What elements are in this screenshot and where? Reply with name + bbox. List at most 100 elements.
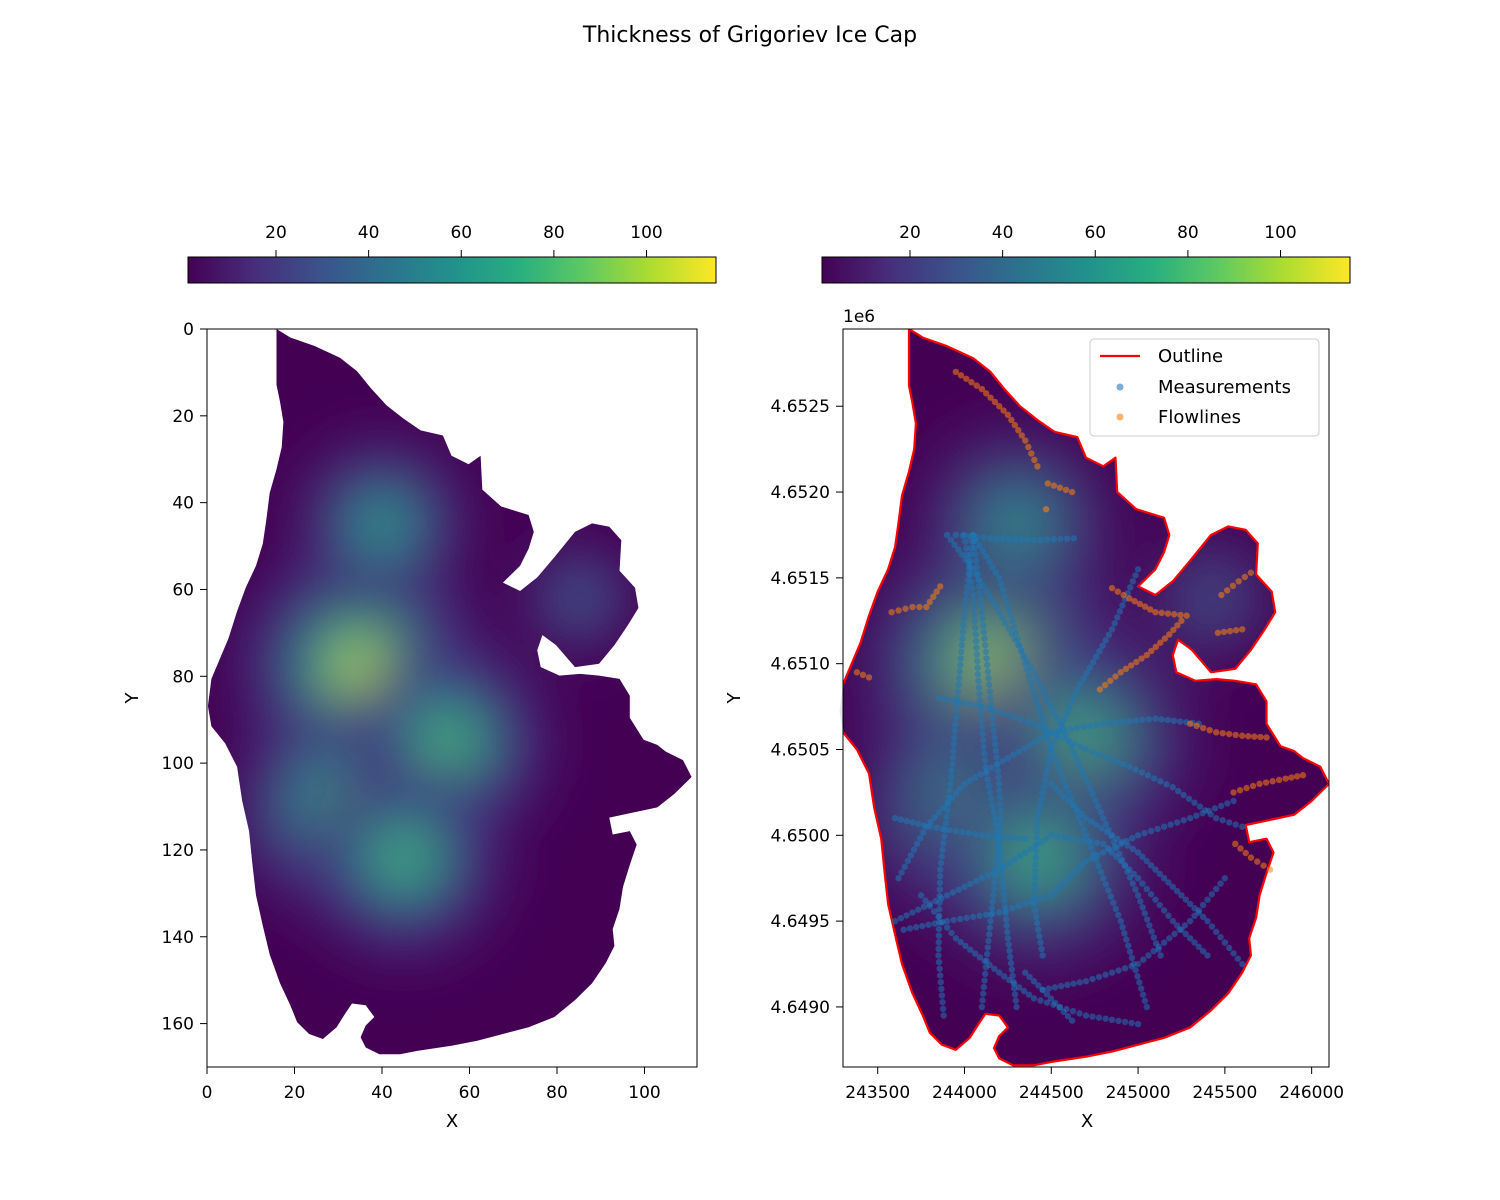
- measurement-point: [964, 583, 971, 590]
- measurement-point: [973, 563, 980, 571]
- measurement-point: [981, 750, 988, 757]
- measurement-point: [1053, 758, 1060, 765]
- measurement-point: [986, 961, 993, 969]
- measurement-point: [1077, 680, 1084, 688]
- measurement-point: [1035, 926, 1042, 933]
- measurement-point: [984, 944, 992, 951]
- measurement-point: [1011, 856, 1019, 863]
- flowline-point: [923, 603, 930, 611]
- colorbar-tick-label: 60: [450, 223, 472, 243]
- flowline-point: [1108, 584, 1116, 592]
- measurement-point: [1150, 775, 1158, 782]
- measurement-point: [1045, 758, 1052, 766]
- measurement-point: [1039, 986, 1046, 993]
- measurement-point: [961, 780, 968, 788]
- measurement-point: [969, 585, 976, 592]
- flowline-point: [1223, 587, 1231, 594]
- measurement-point: [1037, 838, 1045, 846]
- measurement-point: [1129, 880, 1136, 887]
- measurement-point: [1012, 997, 1019, 1004]
- flowline-point: [1251, 733, 1258, 740]
- measurement-point: [1147, 891, 1155, 898]
- measurement-point: [978, 723, 986, 731]
- measurement-point: [1032, 861, 1039, 868]
- measurement-point: [1089, 1013, 1096, 1020]
- flowline-point: [1299, 772, 1307, 779]
- measurement-point: [915, 906, 922, 913]
- measurement-point: [936, 886, 943, 893]
- measurement-point: [1033, 920, 1041, 927]
- measurement-point: [986, 789, 994, 796]
- measurement-point: [933, 824, 940, 831]
- right-y-tick-label: 4.6515: [771, 569, 830, 589]
- measurement-point: [971, 544, 978, 552]
- flowline-point: [1141, 603, 1149, 610]
- measurement-point: [1004, 928, 1011, 936]
- measurement-point: [952, 935, 960, 942]
- measurement-point: [1038, 945, 1045, 953]
- measurement-point: [1217, 880, 1224, 887]
- measurement-point: [1033, 834, 1040, 842]
- left-y-tick-label: 80: [172, 667, 194, 687]
- measurement-point: [1166, 935, 1173, 942]
- colorbar-tick-label: 100: [1264, 223, 1296, 243]
- measurement-point: [1107, 756, 1114, 763]
- measurement-point: [964, 576, 972, 584]
- measurement-point: [1182, 930, 1190, 938]
- measurement-point: [949, 889, 957, 896]
- measurement-point: [936, 965, 943, 972]
- measurement-point: [1044, 765, 1051, 772]
- measurement-point: [971, 611, 978, 619]
- figure-title: Thickness of Grigoriev Ice Cap: [582, 23, 917, 48]
- measurement-point: [1082, 1012, 1090, 1019]
- right-x-label: X: [1081, 1111, 1093, 1132]
- measurement-point: [1031, 691, 1038, 698]
- measurement-point: [1044, 536, 1051, 543]
- flowline-point: [1254, 858, 1261, 865]
- measurement-point: [970, 605, 978, 612]
- measurement-point: [985, 674, 992, 682]
- measurement-point: [952, 721, 959, 728]
- measurement-point: [1036, 723, 1043, 730]
- measurement-point: [987, 694, 994, 702]
- measurement-point: [1102, 637, 1109, 644]
- measurement-point: [1199, 901, 1207, 909]
- measurement-point: [1065, 737, 1072, 745]
- measurement-point: [1015, 984, 1023, 991]
- measurement-point: [1121, 965, 1129, 972]
- measurement-point: [1119, 760, 1127, 768]
- measurement-point: [1025, 991, 1033, 998]
- measurement-point: [1013, 1003, 1020, 1011]
- measurement-point: [1053, 714, 1061, 722]
- measurement-point: [1004, 711, 1012, 719]
- measurement-point: [1025, 672, 1033, 680]
- flowline-point: [1170, 626, 1177, 634]
- measurement-point: [986, 931, 993, 938]
- measurement-point: [927, 818, 934, 826]
- flowline-point: [1161, 635, 1169, 642]
- measurement-point: [1061, 879, 1068, 886]
- measurement-point: [941, 833, 948, 840]
- measurement-point: [1108, 1016, 1116, 1024]
- measurement-point: [1012, 629, 1020, 637]
- measurement-point: [953, 698, 961, 705]
- measurement-point: [1157, 952, 1164, 959]
- measurement-point: [1076, 1010, 1083, 1017]
- measurement-point: [913, 840, 921, 848]
- right-x-tick-label: 244500: [1019, 1083, 1084, 1103]
- flowline-point: [916, 603, 923, 611]
- measurement-point: [1160, 823, 1168, 830]
- measurement-point: [1094, 803, 1102, 810]
- measurement-point: [1171, 930, 1178, 938]
- measurement-point: [990, 869, 997, 876]
- measurement-point: [986, 688, 994, 695]
- measurement-point: [1113, 719, 1120, 726]
- flowline-point: [1229, 582, 1237, 590]
- measurement-point: [1212, 885, 1220, 893]
- measurement-point: [990, 808, 997, 815]
- flowline-point: [1232, 627, 1240, 634]
- measurement-point: [1170, 717, 1178, 725]
- flowline-point: [1034, 463, 1041, 470]
- measurement-point: [1009, 972, 1016, 979]
- measurement-point: [1126, 717, 1133, 725]
